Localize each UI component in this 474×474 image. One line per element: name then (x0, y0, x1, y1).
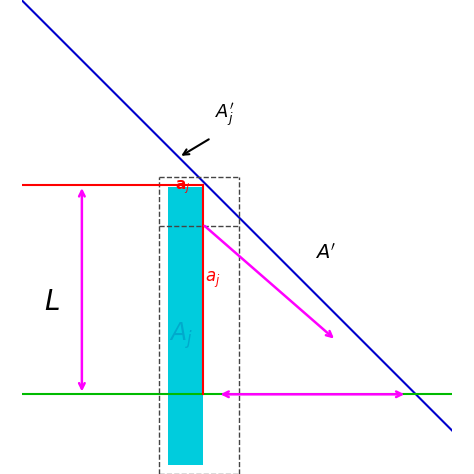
Text: $A'$: $A'$ (315, 243, 336, 263)
Bar (168, 187, 202, 465)
Text: $\mathbf{a}_j$: $\mathbf{a}_j$ (174, 179, 190, 196)
Text: $a_j$: $a_j$ (205, 270, 220, 290)
Text: $A_j'$: $A_j'$ (216, 102, 235, 129)
Text: $L$: $L$ (44, 288, 60, 316)
Text: $A_j$: $A_j$ (169, 321, 193, 351)
